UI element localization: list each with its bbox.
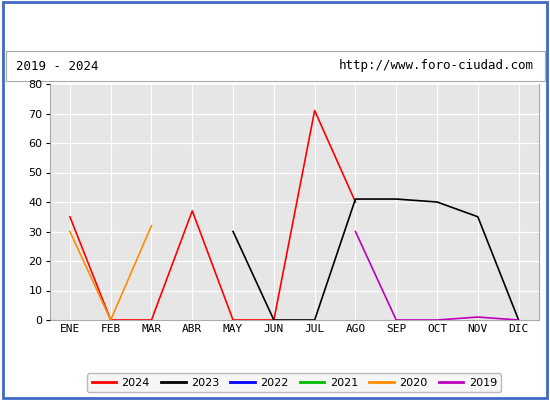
Text: http://www.foro-ciudad.com: http://www.foro-ciudad.com [338, 60, 534, 72]
Text: Evolucion Nº Turistas Extranjeros en el municipio de Casas de Benítez: Evolucion Nº Turistas Extranjeros en el … [0, 16, 550, 32]
Text: 2019 - 2024: 2019 - 2024 [16, 60, 99, 72]
Bar [6, 51, 544, 81]
Legend: 2024, 2023, 2022, 2021, 2020, 2019: 2024, 2023, 2022, 2021, 2020, 2019 [87, 374, 502, 392]
